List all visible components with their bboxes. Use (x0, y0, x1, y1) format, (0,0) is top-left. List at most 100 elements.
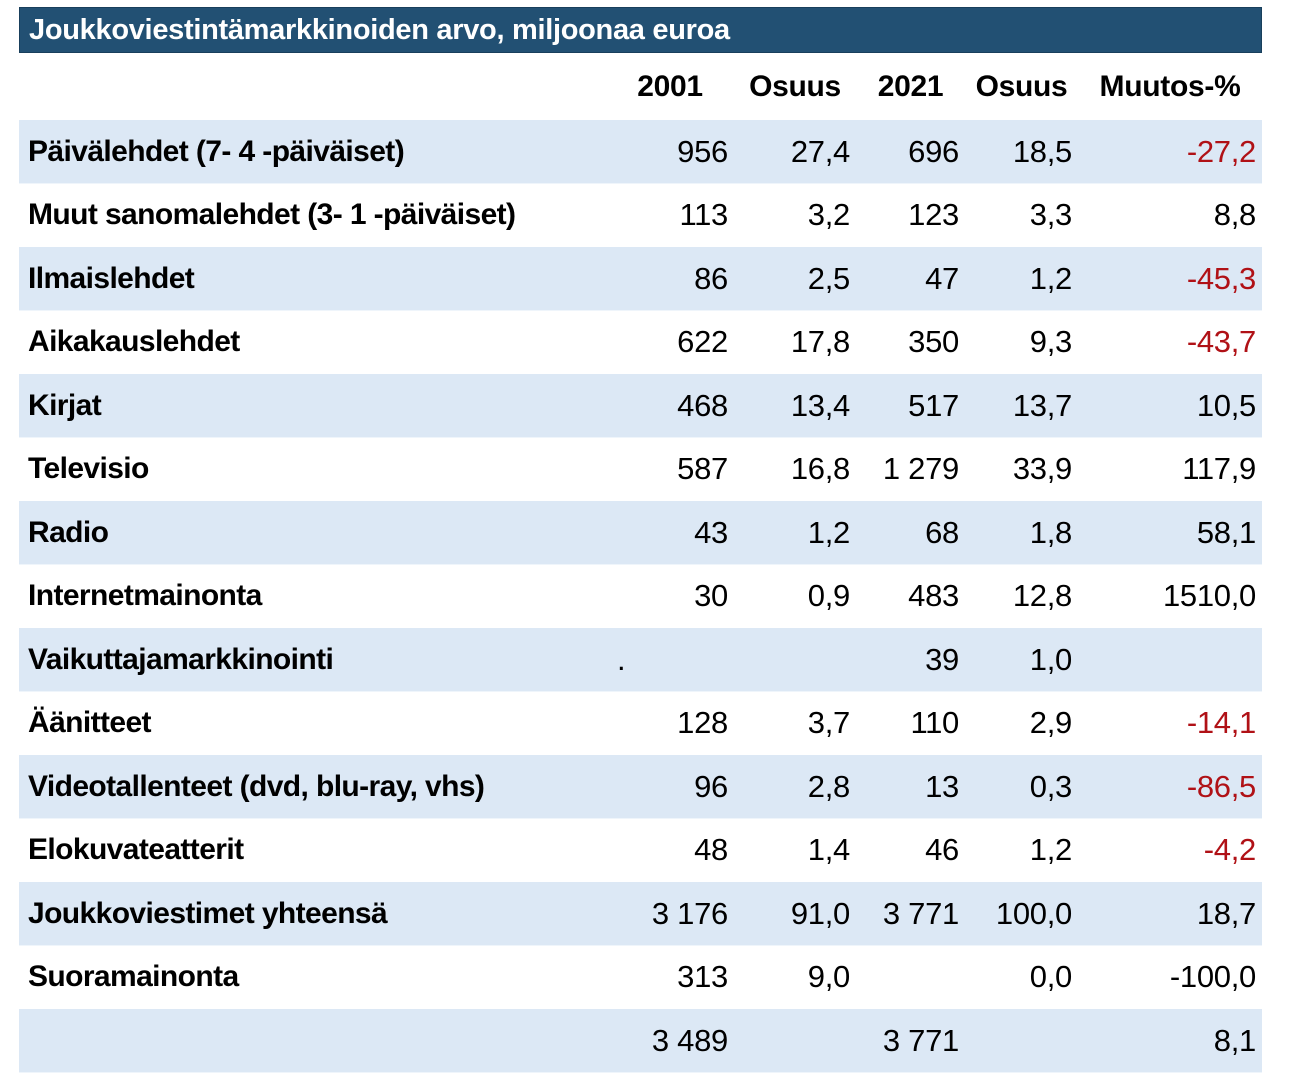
table-row: Aikakauslehdet 622 17,8 350 9,3 -43,7 (19, 311, 1262, 375)
cell-2021: 13 (925, 768, 959, 804)
cell-osuus-2001: 3,7 (807, 705, 851, 741)
cell-osuus-2021: 0,3 (1029, 768, 1073, 804)
cell-2021: 1 279 (882, 451, 959, 487)
row-label: Suoramainonta (28, 960, 239, 994)
cell-2021: 39 (925, 641, 959, 677)
cell-2021: 3 771 (882, 1022, 959, 1058)
table-row: Internetmainonta 30 0,9 483 12,8 1510,0 (19, 565, 1262, 629)
cell-2021: 68 (925, 514, 959, 550)
row-label: Muut sanomalehdet (3- 1 -päiväiset) (28, 198, 516, 232)
cell-osuus-2021: 1,2 (1029, 260, 1073, 296)
data-table: 2001 Osuus 2021 Osuus Muutos-% Päivälehd… (19, 53, 1262, 1073)
table-row: Joukkoviestimet yhteensä 3 176 91,0 3 77… (19, 882, 1262, 946)
column-header-2021: 2021 (877, 69, 944, 103)
cell-osuus-2021: 13,7 (1012, 387, 1072, 423)
table-row: Päivälehdet (7- 4 -päiväiset) 956 27,4 6… (19, 120, 1262, 184)
cell-2001: 622 (677, 324, 728, 360)
cell-osuus-2021: 18,5 (1012, 133, 1072, 169)
row-label: Päivälehdet (7- 4 -päiväiset) (28, 134, 405, 168)
row-label: Äänitteet (28, 706, 152, 740)
media-market-value-table: Joukkoviestintämarkkinoiden arvo, miljoo… (19, 7, 1262, 1073)
table-row: Äänitteet 128 3,7 110 2,9 -14,1 (19, 692, 1262, 756)
cell-2001: 3 489 (651, 1022, 728, 1058)
cell-2001: 86 (694, 260, 728, 296)
cell-muutos: 8,8 (1213, 197, 1257, 233)
table-row: Muut sanomalehdet (3- 1 -päiväiset) 113 … (19, 184, 1262, 248)
cell-2021: 3 771 (882, 895, 959, 931)
cell-2021: 483 (908, 578, 959, 614)
table-row: Radio 43 1,2 68 1,8 58,1 (19, 501, 1262, 565)
table-row: Ilmaislehdet 86 2,5 47 1,2 -45,3 (19, 247, 1262, 311)
cell-osuus-2021: 33,9 (1012, 451, 1072, 487)
cell-osuus-2021: 0,0 (1029, 959, 1073, 995)
table-row-total: 3 489 3 771 8,1 (19, 1009, 1262, 1073)
cell-2021: 46 (925, 832, 959, 868)
table-row: Televisio 587 16,8 1 279 33,9 117,9 (19, 438, 1262, 502)
column-header-osuus-2021: Osuus (975, 69, 1068, 103)
cell-osuus-2001: 27,4 (790, 133, 850, 169)
column-header-osuus-2001: Osuus (749, 69, 841, 103)
cell-muutos: 18,7 (1196, 895, 1256, 931)
cell-osuus-2021: 1,0 (1029, 641, 1073, 677)
cell-osuus-2001: 2,8 (807, 768, 851, 804)
table-row: Vaikuttajamarkkinointi . 39 1,0 (19, 628, 1262, 692)
cell-2001: 128 (677, 705, 728, 741)
table-title: Joukkoviestintämarkkinoiden arvo, miljoo… (29, 14, 730, 46)
row-label: Kirjat (28, 388, 102, 422)
cell-2021: 47 (925, 260, 959, 296)
cell-osuus-2001: 1,4 (807, 832, 851, 868)
cell-2001: 956 (677, 133, 728, 169)
row-label: Videotallenteet (dvd, blu-ray, vhs) (28, 769, 485, 803)
cell-2021: 123 (908, 197, 959, 233)
table-row: Videotallenteet (dvd, blu-ray, vhs) 96 2… (19, 755, 1262, 819)
cell-osuus-2001: 9,0 (807, 959, 851, 995)
row-label: Vaikuttajamarkkinointi (28, 642, 334, 676)
row-label: Internetmainonta (28, 579, 262, 613)
cell-muutos: -27,2 (1186, 133, 1256, 169)
cell-2021: 110 (910, 705, 959, 741)
cell-2021: 350 (908, 324, 959, 360)
cell-2001: 468 (677, 387, 728, 423)
cell-2001: 43 (694, 514, 728, 550)
row-label: Radio (28, 515, 109, 549)
table-row: Kirjat 468 13,4 517 13,7 10,5 (19, 374, 1262, 438)
cell-osuus-2001: 2,5 (807, 260, 851, 296)
cell-muutos: -45,3 (1186, 260, 1256, 296)
cell-2001: 48 (694, 832, 728, 868)
cell-osuus-2021: 2,9 (1029, 705, 1073, 741)
cell-osuus-2001: 3,2 (807, 197, 851, 233)
cell-osuus-2001: 17,8 (790, 324, 850, 360)
cell-osuus-2001: 1,2 (807, 514, 851, 550)
cell-muutos: -86,5 (1186, 768, 1256, 804)
row-label: Elokuvateatterit (28, 833, 244, 867)
cell-2001: 113 (679, 197, 728, 233)
cell-osuus-2021: 9,3 (1029, 324, 1073, 360)
cell-2001: 30 (694, 578, 728, 614)
cell-osuus-2001: 13,4 (790, 387, 850, 423)
row-label: Ilmaislehdet (28, 261, 195, 295)
table-header-row: 2001 Osuus 2021 Osuus Muutos-% (19, 53, 1262, 120)
cell-muutos: 117,9 (1182, 451, 1256, 487)
cell-2021: 696 (908, 133, 959, 169)
cell-2021: 517 (908, 387, 959, 423)
cell-osuus-2021: 100,0 (995, 895, 1072, 931)
cell-osuus-2021: 3,3 (1029, 197, 1073, 233)
cell-muutos: 10,5 (1196, 387, 1256, 423)
cell-muutos: 8,1 (1213, 1022, 1257, 1058)
cell-osuus-2021: 12,8 (1012, 578, 1072, 614)
cell-2001: 96 (694, 768, 728, 804)
cell-muutos: -14,1 (1186, 705, 1256, 741)
column-header-2001: 2001 (637, 69, 703, 103)
cell-osuus-2001: 91,0 (790, 895, 850, 931)
table-row: Suoramainonta 313 9,0 0,0 -100,0 (19, 946, 1262, 1010)
column-header-muutos: Muutos-% (1099, 69, 1241, 103)
row-label: Joukkoviestimet yhteensä (28, 896, 388, 930)
row-label: Aikakauslehdet (28, 325, 240, 359)
cell-muutos: -43,7 (1186, 324, 1256, 360)
cell-muutos: 1510,0 (1162, 578, 1256, 614)
cell-muutos: -100,0 (1169, 959, 1256, 995)
cell-2001-missing-data-dot: . (617, 641, 626, 677)
table-row: Elokuvateatterit 48 1,4 46 1,2 -4,2 (19, 819, 1262, 883)
cell-muutos: 58,1 (1196, 514, 1256, 550)
cell-2001: 587 (677, 451, 728, 487)
